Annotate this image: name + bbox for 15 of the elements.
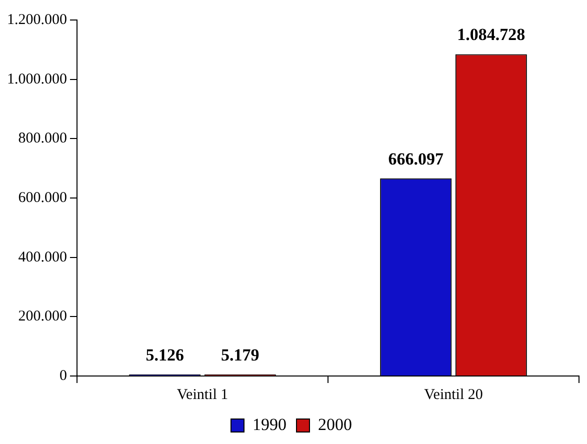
data-label: 5.126 xyxy=(146,345,184,364)
legend-label: 2000 xyxy=(318,414,352,434)
y-tick-label: 400.000 xyxy=(18,249,67,266)
y-tick-label: 200.000 xyxy=(18,308,67,325)
y-tick-label: 0 xyxy=(60,368,67,384)
y-tick-label: 1.200.000 xyxy=(7,12,67,28)
y-tick-label: 600.000 xyxy=(18,190,67,206)
y-tick-label: 1.000.000 xyxy=(7,71,67,88)
y-tick-label: 800.000 xyxy=(18,130,67,147)
data-label: 5.179 xyxy=(221,345,260,364)
data-label: 1.084.728 xyxy=(457,25,526,44)
x-tick-label: Veintil 1 xyxy=(176,386,228,403)
data-label: 666.097 xyxy=(388,149,444,168)
x-tick-label: Veintil 20 xyxy=(424,386,483,403)
legend-label: 1990 xyxy=(252,414,286,434)
